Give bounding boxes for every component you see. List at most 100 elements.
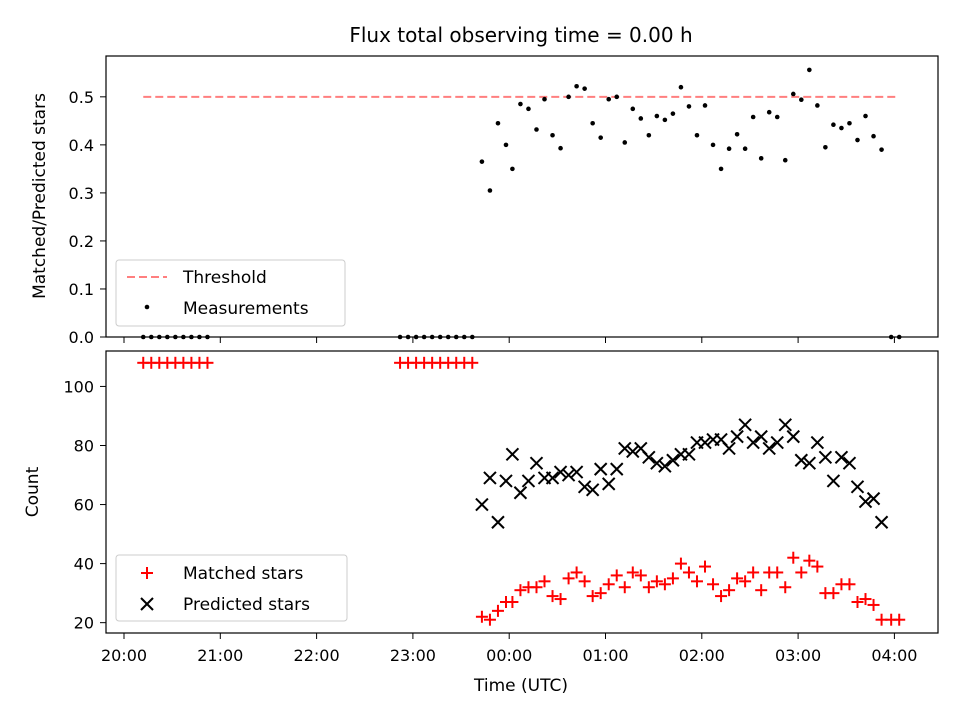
predicted-marker-b: [569, 465, 584, 479]
matched-star-point: [755, 584, 768, 597]
predicted-marker-b: [714, 432, 728, 447]
top-y-tick-label: 0.1: [69, 280, 94, 299]
bottom-legend-box: [115, 554, 348, 622]
predicted-marker-b: [730, 429, 744, 444]
predicted-marker-b: [738, 418, 752, 432]
measurement-point: [750, 114, 756, 120]
measurement-point: [487, 188, 493, 193]
top-y-tick-label: 0.3: [69, 184, 94, 203]
bottom-legend-predicted-label: Predicted stars: [183, 595, 310, 615]
bottom-x-tick-label: 02:00: [679, 646, 725, 665]
predicted-marker-b: [722, 441, 736, 456]
predicted-marker-b: [593, 462, 608, 476]
predicted-marker-b: [818, 450, 833, 465]
bottom-x-tick-label: 22:00: [294, 646, 340, 665]
bottom-x-tick-label: 04:00: [871, 646, 917, 665]
measurement-point: [839, 125, 844, 131]
matched-star-point: [682, 566, 695, 579]
matched-star-point: [570, 566, 583, 579]
predicted-marker-b: [658, 459, 672, 473]
bottom-axes-frame: [105, 350, 939, 634]
matched-star-point: [506, 595, 519, 608]
matched-star-point: [602, 578, 615, 591]
matched-star-point: [475, 610, 488, 623]
measurement-point: [662, 117, 668, 123]
matched-star-point: [893, 613, 906, 626]
measurement-point: [638, 116, 644, 121]
matched-star-point: [586, 590, 599, 603]
predicted-marker-b: [650, 456, 664, 470]
measurement-point: [542, 96, 547, 102]
bottom-x-tick-label: 23:00: [390, 646, 436, 665]
measurement-point: [702, 103, 708, 108]
measurement-point: [847, 120, 852, 126]
measurement-point: [758, 156, 764, 161]
measurement-point: [855, 137, 860, 143]
predicted-star-point: [626, 444, 640, 459]
measurement-point: [574, 83, 579, 89]
top-panel: 0.0 0.1 0.2 0.3 0.4 0.5 Matched/Predicted sta…: [30, 55, 939, 347]
measurement-point: [630, 106, 636, 112]
measurement-point: [503, 142, 509, 148]
predicted-star-point: [770, 435, 784, 450]
matched-star-point: [642, 581, 655, 594]
matched-star-point: [514, 584, 527, 597]
bottom-legend-predicted-swatch: [140, 597, 154, 611]
predicted-star-point: [778, 418, 792, 432]
top-y-axis: 0.0 0.1 0.2 0.3 0.4 0.5: [69, 88, 106, 347]
bottom-x-tick-label: 20:00: [101, 646, 147, 665]
measurement-point: [718, 166, 724, 172]
measurement-point: [606, 96, 612, 102]
predicted-marker-b: [778, 418, 792, 432]
predicted-marker-b: [553, 465, 568, 479]
measurement-point: [694, 132, 700, 138]
predicted-star-point: [834, 450, 849, 465]
bottom-x-tick-label: 03:00: [775, 646, 821, 665]
measurement-point: [863, 113, 868, 119]
predicted-marker-b: [577, 480, 592, 494]
predicted-star-point: [529, 456, 544, 470]
predicted-star-point: [866, 491, 881, 506]
measurement-point: [670, 111, 676, 116]
matched-star-point: [650, 575, 663, 588]
predicted-star-point: [850, 480, 865, 494]
matched-star-point: [811, 560, 824, 573]
matched-star-point: [658, 578, 671, 591]
predicted-star-point: [569, 465, 584, 479]
predicted-star-point: [754, 429, 768, 444]
matched-star-point: [747, 566, 760, 579]
bottom-y-tick-label: 40: [74, 555, 94, 574]
measurement-point: [534, 127, 539, 132]
matched-star-point: [859, 593, 872, 606]
measurement-point: [807, 67, 812, 73]
measurement-point: [678, 84, 684, 90]
predicted-marker-b: [585, 483, 600, 497]
measurement-point: [799, 97, 804, 103]
bottom-y-axis-label: Count: [23, 466, 43, 517]
measurement-point: [710, 142, 716, 148]
matched-star-point: [699, 560, 712, 573]
matched-star-point: [843, 578, 856, 591]
predicted-star-point: [513, 486, 528, 500]
measurement-point: [590, 120, 595, 126]
matched-star-point: [739, 575, 752, 588]
matched-star-point: [578, 575, 591, 588]
predicted-marker-b: [602, 477, 616, 491]
matched-star-point: [554, 593, 567, 606]
bottom-y-tick-label: 100: [63, 377, 94, 396]
x-axis-label: Time (UTC): [473, 676, 568, 696]
measurement-point: [566, 94, 571, 100]
matched-star-point: [715, 590, 728, 603]
predicted-star-point: [505, 447, 520, 462]
predicted-marker-b: [610, 462, 624, 476]
bottom-x-tick-label: 00:00: [486, 646, 532, 665]
measurement-point: [622, 140, 628, 145]
predicted-star-point: [666, 453, 680, 467]
matched-star-point: [618, 581, 631, 594]
predicted-marker-b: [642, 450, 656, 465]
matched-star-point: [626, 566, 639, 579]
bottom-y-tick-label: 20: [74, 614, 94, 633]
predicted-star-point: [521, 474, 536, 488]
measurement-point: [558, 145, 563, 151]
bottom-x-tick-label: 21:00: [197, 646, 243, 665]
